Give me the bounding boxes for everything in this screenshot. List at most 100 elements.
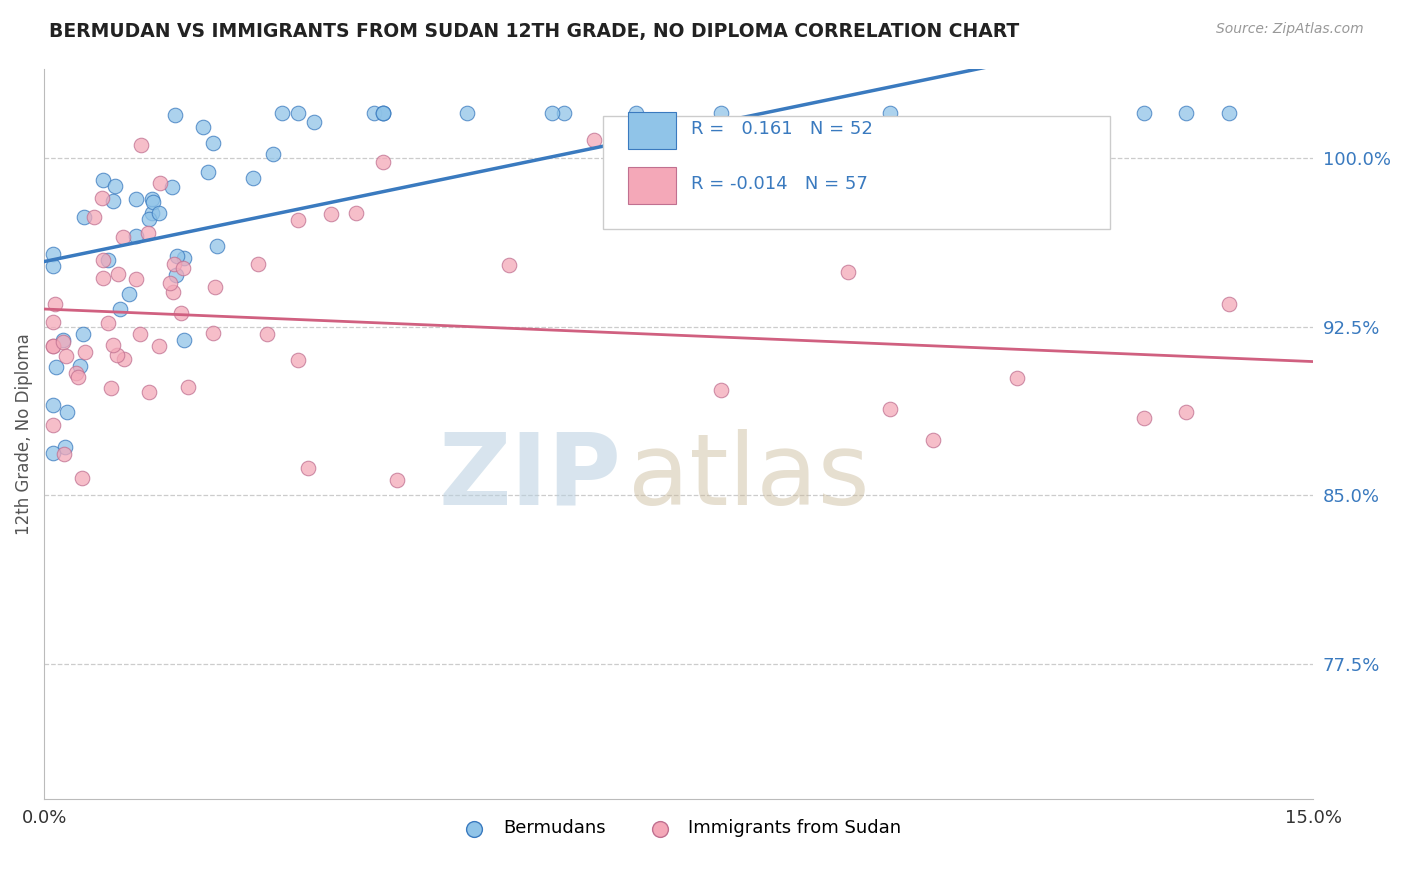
Point: [1133, 411, 1156, 425]
Point: [321, 207, 343, 221]
Point: [136, 226, 159, 240]
Point: [270, 106, 292, 120]
Point: [53, 440, 76, 454]
Text: atlas: atlas: [628, 429, 869, 526]
FancyBboxPatch shape: [603, 116, 1111, 229]
Point: [163, 257, 186, 271]
Point: [1175, 106, 1198, 120]
Point: [141, 193, 163, 207]
Point: [246, 257, 269, 271]
Point: [710, 106, 733, 120]
Point: [97, 252, 120, 267]
Point: [52, 334, 75, 349]
Point: [107, 267, 129, 281]
Point: [91, 271, 114, 285]
Point: [70, 471, 93, 485]
Point: [1005, 370, 1028, 384]
Point: [41, 315, 63, 329]
Point: [66, 369, 89, 384]
Point: [52, 447, 75, 461]
Point: [262, 147, 284, 161]
Point: [162, 179, 184, 194]
Point: [1133, 106, 1156, 120]
Point: [626, 106, 648, 120]
Point: [879, 106, 901, 120]
Point: [165, 268, 187, 283]
Point: [148, 339, 170, 353]
Point: [138, 211, 160, 226]
Point: [41, 339, 63, 353]
Point: [287, 353, 309, 368]
Point: [97, 316, 120, 330]
Point: [456, 106, 478, 120]
Point: [202, 326, 225, 340]
Point: [65, 366, 87, 380]
Bar: [628, 112, 676, 149]
Point: [207, 239, 229, 253]
Point: [105, 348, 128, 362]
Point: [129, 326, 152, 341]
Y-axis label: 12th Grade, No Diploma: 12th Grade, No Diploma: [15, 333, 32, 534]
Point: [129, 138, 152, 153]
Point: [256, 327, 278, 342]
Point: [1175, 405, 1198, 419]
Point: [56, 405, 79, 419]
Text: R =   0.161   N = 52: R = 0.161 N = 52: [692, 120, 873, 138]
Point: [112, 352, 135, 367]
Point: [710, 383, 733, 397]
Point: [1218, 106, 1240, 120]
Point: [44, 297, 66, 311]
Point: [148, 206, 170, 220]
Point: [162, 285, 184, 300]
Point: [371, 106, 394, 120]
Point: [125, 272, 148, 286]
Point: [373, 106, 395, 120]
Point: [91, 252, 114, 267]
Point: [498, 258, 520, 272]
Point: [118, 287, 141, 301]
Point: [583, 133, 606, 147]
Point: [297, 461, 319, 475]
Point: [100, 381, 122, 395]
Point: [879, 402, 901, 417]
Point: [287, 106, 309, 120]
Point: [75, 345, 97, 359]
Point: [83, 210, 105, 224]
Point: [837, 265, 859, 279]
Point: [91, 191, 114, 205]
Point: [41, 446, 63, 460]
Point: [177, 380, 200, 394]
Point: [41, 247, 63, 261]
Point: [371, 155, 394, 169]
Point: [41, 417, 63, 432]
Point: [41, 339, 63, 353]
Legend: Bermudans, Immigrants from Sudan: Bermudans, Immigrants from Sudan: [449, 812, 908, 845]
Point: [163, 108, 186, 122]
Point: [41, 398, 63, 412]
Point: [141, 206, 163, 220]
Point: [371, 106, 394, 120]
Point: [41, 259, 63, 273]
Point: [173, 252, 195, 266]
Bar: [628, 167, 676, 203]
Point: [242, 171, 264, 186]
Point: [103, 178, 125, 193]
Point: [287, 213, 309, 227]
Point: [553, 106, 575, 120]
Point: [72, 326, 94, 341]
Point: [91, 173, 114, 187]
Point: [101, 337, 124, 351]
Point: [540, 106, 562, 120]
Text: BERMUDAN VS IMMIGRANTS FROM SUDAN 12TH GRADE, NO DIPLOMA CORRELATION CHART: BERMUDAN VS IMMIGRANTS FROM SUDAN 12TH G…: [49, 22, 1019, 41]
Point: [108, 301, 131, 316]
Point: [125, 228, 148, 243]
Point: [101, 194, 124, 209]
Point: [52, 334, 75, 348]
Text: R = -0.014   N = 57: R = -0.014 N = 57: [692, 175, 869, 193]
Point: [73, 210, 96, 224]
Point: [159, 277, 181, 291]
Point: [125, 192, 148, 206]
Point: [166, 249, 188, 263]
Point: [387, 473, 409, 487]
Point: [197, 164, 219, 178]
